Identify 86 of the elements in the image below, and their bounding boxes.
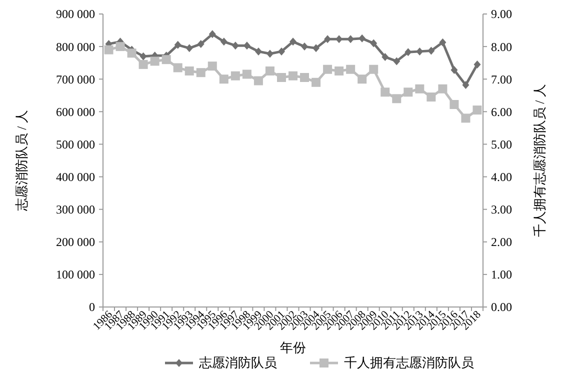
point bbox=[462, 80, 470, 89]
point bbox=[369, 64, 378, 74]
point bbox=[392, 94, 402, 104]
point bbox=[138, 60, 148, 69]
point bbox=[404, 48, 412, 56]
y2-tick-label: 9.00 bbox=[491, 7, 512, 22]
point bbox=[254, 47, 262, 56]
point bbox=[150, 56, 160, 66]
y2-tick-label: 6.00 bbox=[491, 104, 512, 119]
y2-axis-title: 千人拥有志愿消防队员 / 人 bbox=[532, 84, 547, 238]
point bbox=[104, 45, 114, 54]
y-tick-label: 400 000 bbox=[56, 170, 95, 184]
point bbox=[312, 78, 321, 87]
point bbox=[196, 68, 206, 78]
point bbox=[370, 39, 378, 48]
y-tick-label: 700 000 bbox=[56, 72, 95, 86]
point bbox=[428, 46, 435, 55]
point bbox=[232, 42, 239, 50]
point bbox=[380, 88, 390, 97]
y2-tick-label: 1.00 bbox=[491, 268, 512, 282]
point bbox=[312, 44, 320, 52]
point bbox=[347, 35, 354, 44]
point bbox=[415, 84, 424, 94]
point bbox=[358, 34, 366, 42]
point bbox=[288, 71, 298, 80]
point bbox=[438, 84, 448, 94]
point bbox=[358, 74, 367, 84]
y2-tick-label: 3.00 bbox=[491, 202, 512, 217]
y2-tick-label: 5.00 bbox=[491, 137, 512, 152]
point bbox=[208, 62, 217, 71]
point bbox=[290, 38, 296, 46]
point bbox=[265, 66, 274, 76]
y2-tick-label: 0.00 bbox=[491, 300, 512, 314]
point bbox=[439, 38, 446, 46]
y-tick-label: 200 000 bbox=[56, 235, 95, 250]
point bbox=[220, 38, 228, 46]
point bbox=[334, 66, 344, 76]
point bbox=[426, 92, 436, 102]
point bbox=[230, 71, 240, 80]
point bbox=[346, 64, 356, 74]
y-axis-title: 志愿消防队员 / 人 bbox=[14, 110, 29, 212]
point bbox=[301, 42, 308, 51]
point bbox=[219, 74, 228, 84]
point bbox=[254, 76, 263, 86]
y2-tick-label: 8.00 bbox=[491, 40, 512, 54]
point bbox=[266, 50, 274, 58]
legend-label: 千人拥有志愿消防队员 bbox=[344, 355, 474, 370]
point bbox=[404, 88, 413, 97]
point bbox=[140, 52, 147, 60]
point bbox=[472, 106, 482, 115]
point bbox=[197, 40, 204, 48]
point bbox=[208, 30, 216, 38]
point bbox=[450, 66, 458, 74]
point bbox=[324, 35, 332, 44]
point bbox=[116, 42, 125, 52]
point bbox=[184, 66, 194, 76]
y2-tick-label: 2.00 bbox=[491, 235, 512, 250]
point bbox=[416, 47, 424, 56]
point bbox=[174, 40, 182, 49]
point bbox=[393, 57, 400, 66]
y2-tick-label: 7.00 bbox=[491, 72, 512, 86]
y-tick-label: 300 000 bbox=[56, 202, 95, 217]
point bbox=[186, 44, 193, 52]
point bbox=[382, 52, 389, 61]
point bbox=[336, 35, 343, 44]
point bbox=[242, 70, 252, 79]
y-tick-label: 100 000 bbox=[56, 268, 95, 282]
y-tick-label: 800 000 bbox=[56, 40, 95, 54]
y-tick-label: 0 bbox=[89, 300, 95, 314]
y-tick-label: 900 000 bbox=[56, 7, 95, 22]
y-tick-label: 600 000 bbox=[56, 104, 95, 119]
point bbox=[243, 42, 250, 50]
point bbox=[162, 55, 171, 64]
point bbox=[276, 72, 286, 82]
point bbox=[323, 64, 332, 74]
point bbox=[278, 47, 285, 56]
point bbox=[300, 72, 310, 82]
point bbox=[173, 63, 182, 72]
legend-label: 志愿消防队员 bbox=[199, 355, 277, 370]
point bbox=[474, 60, 481, 68]
y-tick-label: 500 000 bbox=[56, 137, 95, 152]
point bbox=[127, 48, 136, 58]
point bbox=[461, 114, 470, 123]
x-axis-title: 年份 bbox=[280, 340, 306, 355]
y2-tick-label: 4.00 bbox=[491, 170, 512, 184]
point bbox=[450, 100, 459, 110]
